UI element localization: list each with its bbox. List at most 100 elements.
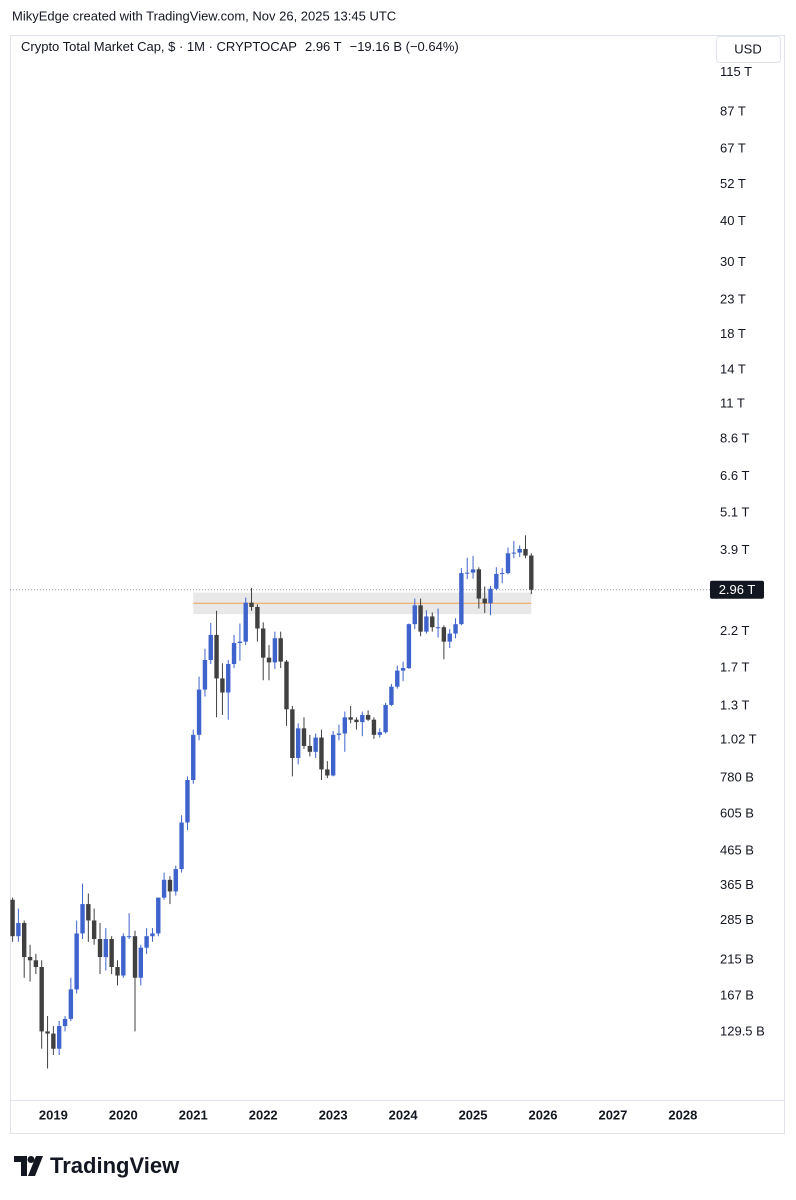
candle-body: [80, 904, 85, 934]
candle-body: [62, 1018, 68, 1027]
candle-body: [470, 569, 476, 573]
y-tick-label: 87 T: [720, 103, 746, 118]
candle-body: [284, 661, 289, 710]
candle-body: [482, 598, 487, 604]
candle-body: [109, 938, 114, 968]
x-tick-label: 2026: [529, 1107, 558, 1122]
candle-body: [447, 633, 452, 642]
y-tick-label: 40 T: [720, 213, 746, 228]
candle-body: [266, 657, 272, 663]
candle-body: [371, 719, 377, 735]
candle-body: [10, 899, 15, 937]
candle-body: [214, 634, 219, 679]
y-tick-label: 115 T: [720, 64, 752, 79]
y-tick-label: 1.7 T: [720, 660, 749, 675]
x-tick-label: 2020: [109, 1107, 138, 1122]
candle-body: [406, 624, 412, 669]
y-tick-label: 1.02 T: [720, 732, 757, 747]
candle-body: [16, 922, 21, 937]
candle-body: [243, 602, 248, 642]
candle-body: [453, 624, 458, 634]
last-price-box: [710, 580, 764, 599]
x-tick-label: 2027: [598, 1107, 627, 1122]
y-tick-label: 2.2 T: [720, 623, 749, 638]
candle-body: [33, 960, 39, 968]
candle-body: [132, 936, 138, 978]
candle-body: [27, 957, 33, 961]
candle-body: [383, 704, 388, 733]
x-tick-label: 2021: [179, 1107, 208, 1122]
candle-body: [237, 641, 243, 644]
y-tick-label: 1.3 T: [720, 697, 749, 712]
y-tick-label: 5.1 T: [720, 504, 749, 519]
y-tick-label: 605 B: [720, 806, 754, 821]
candle-body: [424, 616, 429, 632]
candle-body: [191, 734, 196, 781]
candle-body: [138, 947, 143, 978]
candle-body: [51, 1033, 56, 1049]
y-tick-label: 167 B: [720, 987, 754, 1002]
x-tick-label: 2025: [459, 1107, 488, 1122]
candle-body: [290, 709, 295, 758]
candle-body: [56, 1026, 62, 1049]
currency[interactable]: USD: [734, 41, 761, 56]
y-tick-label: 11 T: [720, 396, 745, 411]
candle-body: [21, 922, 27, 958]
chart-frame: [10, 35, 785, 1134]
attribution: MikyEdge created with TradingView.com, N…: [12, 8, 396, 23]
candle-body: [336, 733, 342, 735]
candle-body: [74, 933, 79, 990]
candle-body: [459, 573, 464, 625]
y-tick-label: 67 T: [720, 140, 746, 155]
candle-body: [365, 714, 371, 720]
candle-body: [68, 989, 74, 1019]
x-tick-label: 2023: [319, 1107, 348, 1122]
candle-body: [86, 904, 91, 921]
candle-body: [389, 686, 394, 705]
candle-body: [272, 638, 278, 663]
plot: 115 T 87 T 67 T 52 T 40 T 30 T 23 T 18 T 14 T 11 …: [10, 64, 765, 1122]
candle-body: [45, 1031, 50, 1034]
currency-button[interactable]: [716, 36, 781, 63]
candle-body: [465, 572, 470, 574]
last-price-label: 2.96 T: [719, 582, 756, 597]
candle-body: [185, 780, 190, 823]
candle-body: [412, 605, 417, 625]
logo-icon: [14, 1156, 43, 1176]
candle-body: [301, 728, 307, 746]
candle-body: [144, 936, 149, 948]
candle-body: [121, 936, 126, 976]
x-tick-label: 2024: [389, 1107, 419, 1122]
candle-body: [307, 745, 313, 752]
y-tick-label: 465 B: [720, 843, 754, 858]
candle-body: [173, 869, 178, 892]
y-tick-label: 129.5 B: [720, 1023, 765, 1038]
y-tick-label: 6.6 T: [720, 468, 749, 483]
candle-body: [208, 634, 213, 661]
candle-body: [500, 573, 505, 575]
candle-body: [150, 933, 155, 937]
candle-body: [161, 879, 167, 898]
y-tick-label: 8.6 T: [720, 430, 749, 445]
candle-body: [360, 714, 365, 723]
candle-body: [179, 822, 184, 870]
candle-body: [505, 553, 511, 574]
candle-body: [488, 588, 493, 604]
candle-body: [494, 573, 499, 589]
y-tick-label: 215 B: [720, 952, 754, 967]
candle-body: [377, 732, 383, 735]
candle-body: [441, 627, 447, 642]
logo-shape: [28, 1156, 43, 1176]
x-tick-label: 2022: [249, 1107, 278, 1122]
x-tick-label: 2028: [668, 1107, 697, 1122]
candle-body: [418, 605, 423, 632]
candle-body: [115, 967, 120, 976]
candle-body: [126, 936, 132, 938]
logo-shape: [27, 1156, 35, 1163]
candle-body: [202, 660, 208, 690]
y-tick-label: 3.9 T: [720, 542, 749, 557]
candle-body: [342, 717, 348, 734]
y-tick-label: 18 T: [720, 326, 746, 341]
y-tick-label: 30 T: [720, 254, 746, 269]
